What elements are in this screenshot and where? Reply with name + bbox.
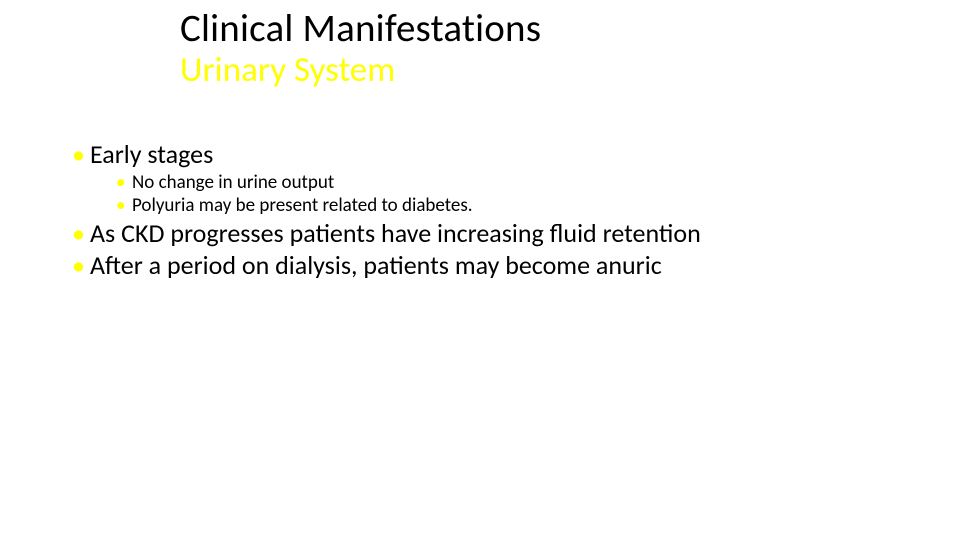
bullet-icon: • xyxy=(116,172,132,194)
slide-subtitle: Urinary System xyxy=(180,51,541,90)
slide: Clinical Manifestations Urinary System •… xyxy=(0,0,960,540)
list-item-text: After a period on dialysis, patients may… xyxy=(90,249,662,281)
list-item-text: Early stages xyxy=(90,138,213,170)
bullet-icon: • xyxy=(116,195,132,217)
list-item: •As CKD progresses patients have increas… xyxy=(72,219,892,249)
list-item: •After a period on dialysis, patients ma… xyxy=(72,251,892,281)
list-item-text: Polyuria may be present related to diabe… xyxy=(132,194,473,217)
bullet-icon: • xyxy=(72,140,90,170)
slide-body: •Early stages •No change in urine output… xyxy=(72,140,892,282)
title-block: Clinical Manifestations Urinary System xyxy=(180,8,541,89)
slide-title: Clinical Manifestations xyxy=(180,8,541,51)
list-item-text: As CKD progresses patients have increasi… xyxy=(90,217,701,249)
bullet-icon: • xyxy=(72,219,90,249)
list-item: •No change in urine output xyxy=(116,172,892,194)
list-item: •Early stages xyxy=(72,140,892,170)
list-item: •Polyuria may be present related to diab… xyxy=(116,195,892,217)
bullet-icon: • xyxy=(72,251,90,281)
list-item-text: No change in urine output xyxy=(132,171,334,194)
